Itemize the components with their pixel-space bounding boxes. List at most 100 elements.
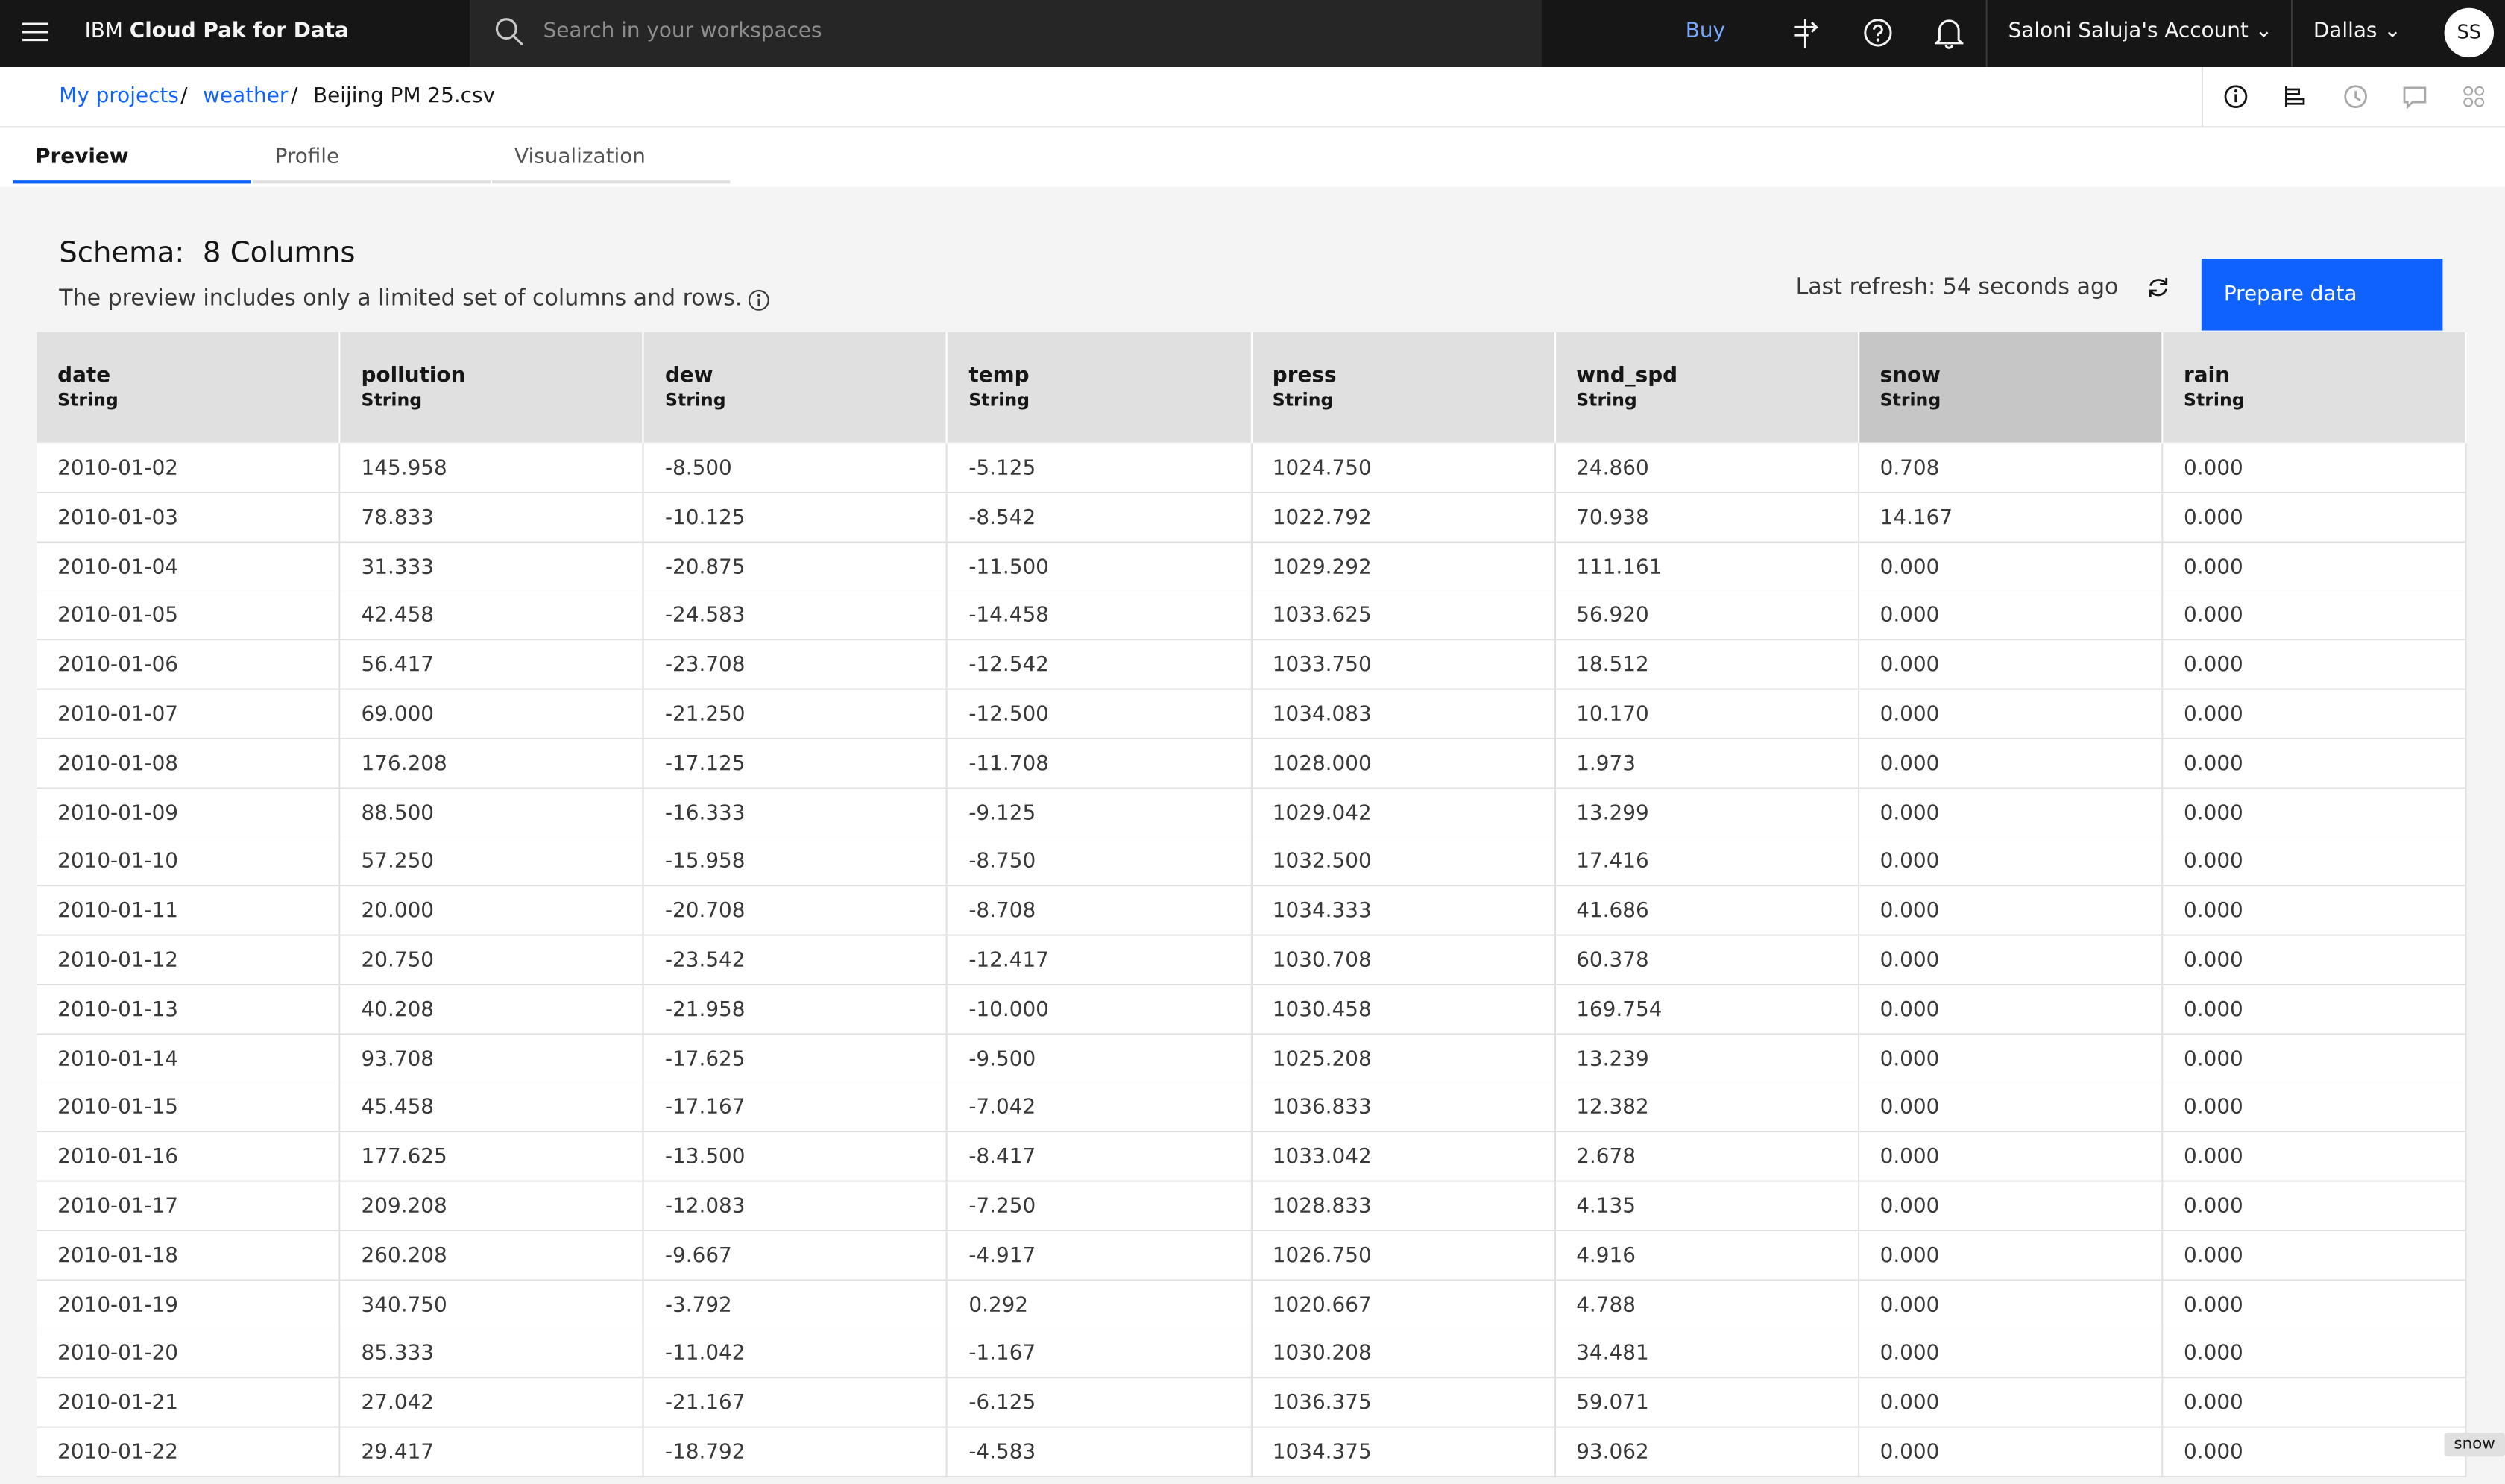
help-icon[interactable] bbox=[1863, 18, 1894, 48]
table-cell: 145.958 bbox=[340, 443, 645, 494]
table-cell: 2.678 bbox=[1555, 1132, 1859, 1183]
table-cell: 59.071 bbox=[1555, 1378, 1859, 1429]
table-cell: -6.125 bbox=[948, 1378, 1252, 1429]
table-cell: 1030.208 bbox=[1251, 1329, 1556, 1380]
column-header[interactable]: dew String bbox=[644, 332, 948, 443]
table-cell: -23.542 bbox=[644, 935, 948, 986]
table-cell: 0.000 bbox=[1859, 837, 2164, 888]
column-header[interactable]: pollution String bbox=[340, 332, 645, 443]
table-cell: 0.000 bbox=[2163, 640, 2467, 691]
table-cell: 1029.042 bbox=[1251, 788, 1556, 839]
column-name: snow bbox=[1879, 364, 1941, 388]
table-cell: -4.917 bbox=[948, 1231, 1252, 1281]
table-cell: -16.333 bbox=[644, 788, 948, 839]
tab[interactable]: Profile bbox=[252, 127, 491, 184]
history-icon[interactable] bbox=[2344, 85, 2368, 109]
table-cell: 177.625 bbox=[340, 1132, 645, 1183]
schema-note: The preview includes only a limited set … bbox=[59, 285, 743, 312]
table-cell: 29.417 bbox=[340, 1427, 645, 1478]
table-cell: 1.973 bbox=[1555, 739, 1859, 789]
column-name: rain bbox=[2184, 364, 2230, 388]
column-header[interactable]: press String bbox=[1251, 332, 1556, 443]
table-cell: -12.542 bbox=[948, 640, 1252, 691]
table-cell: -17.167 bbox=[644, 1083, 948, 1134]
table-cell: 0.000 bbox=[2163, 1378, 2467, 1429]
divider bbox=[2201, 67, 2203, 127]
notification-icon[interactable] bbox=[1935, 18, 1964, 50]
table-cell: 0.000 bbox=[1859, 591, 2164, 642]
table-cell: 2010-01-16 bbox=[37, 1132, 341, 1183]
refresh-icon[interactable] bbox=[2146, 275, 2171, 300]
schema-label: Schema: bbox=[59, 236, 185, 271]
table-cell: 0.000 bbox=[2163, 1083, 2467, 1134]
table-cell: 2010-01-18 bbox=[37, 1231, 341, 1281]
prepare-data-button[interactable]: Prepare data bbox=[2201, 259, 2443, 331]
table-cell: 0.000 bbox=[1859, 1181, 2164, 1232]
schema-title: Schema: 8 Columns bbox=[59, 236, 355, 270]
table-cell: 0.000 bbox=[2163, 837, 2467, 888]
note-info-icon[interactable] bbox=[748, 289, 770, 312]
breadcrumb-link[interactable]: My projects bbox=[59, 84, 179, 109]
search-placeholder: Search in your workspaces bbox=[543, 19, 822, 43]
table-cell: 2010-01-05 bbox=[37, 591, 341, 642]
table-cell: 70.938 bbox=[1555, 493, 1859, 543]
comment-icon[interactable] bbox=[2403, 85, 2427, 109]
tab[interactable]: Visualization bbox=[492, 127, 731, 184]
table-cell: 1029.292 bbox=[1251, 542, 1556, 593]
table-cell: -12.417 bbox=[948, 935, 1252, 986]
table-cell: 169.754 bbox=[1555, 985, 1859, 1035]
table-cell: 31.333 bbox=[340, 542, 645, 593]
breadcrumb-link[interactable]: weather bbox=[203, 84, 289, 109]
table-cell: 93.708 bbox=[340, 1034, 645, 1084]
table-cell: -8.542 bbox=[948, 493, 1252, 543]
column-name: wnd_spd bbox=[1576, 364, 1678, 388]
table-cell: 34.481 bbox=[1555, 1329, 1859, 1380]
related-icon[interactable] bbox=[2462, 85, 2486, 109]
table-cell: 1033.625 bbox=[1251, 591, 1556, 642]
table-cell: 1034.375 bbox=[1251, 1427, 1556, 1478]
table-cell: 0.000 bbox=[1859, 1231, 2164, 1281]
brand[interactable]: IBM Cloud Pak for Data bbox=[85, 19, 349, 43]
column-header[interactable]: wnd_spd String bbox=[1555, 332, 1859, 443]
column-header[interactable]: snow String bbox=[1859, 332, 2164, 443]
table-cell: -21.958 bbox=[644, 985, 948, 1035]
table-cell: 0.000 bbox=[1859, 886, 2164, 937]
table-cell: 4.916 bbox=[1555, 1231, 1859, 1281]
divider bbox=[2290, 0, 2293, 67]
table-cell: -21.250 bbox=[644, 689, 948, 740]
table-cell: 0.000 bbox=[1859, 640, 2164, 691]
buy-link[interactable]: Buy bbox=[1685, 19, 1725, 43]
avatar[interactable]: SS bbox=[2444, 7, 2494, 58]
column-header[interactable]: temp String bbox=[948, 332, 1252, 443]
table-cell: -8.708 bbox=[948, 886, 1252, 937]
table-cell: 0.000 bbox=[2163, 886, 2467, 937]
table-cell: 56.920 bbox=[1555, 591, 1859, 642]
table-cell: 20.750 bbox=[340, 935, 645, 986]
table-cell: 0.000 bbox=[2163, 1132, 2467, 1183]
table-cell: 60.378 bbox=[1555, 935, 1859, 986]
table-cell: 1022.792 bbox=[1251, 493, 1556, 543]
table-cell: -20.875 bbox=[644, 542, 948, 593]
search[interactable]: Search in your workspaces bbox=[470, 0, 1542, 67]
info-icon[interactable] bbox=[2224, 85, 2248, 109]
lineage-icon[interactable] bbox=[2283, 85, 2307, 109]
table-cell: 1034.083 bbox=[1251, 689, 1556, 740]
table-cell: 18.512 bbox=[1555, 640, 1859, 691]
table-cell: -7.250 bbox=[948, 1181, 1252, 1232]
account-switcher[interactable]: Saloni Saluja's Account ⌄ bbox=[2008, 19, 2273, 43]
column-header[interactable]: rain String bbox=[2163, 332, 2467, 443]
table-cell: 0.000 bbox=[1859, 788, 2164, 839]
region-switcher[interactable]: Dallas ⌄ bbox=[2313, 19, 2401, 43]
table-cell: 4.788 bbox=[1555, 1280, 1859, 1330]
table-cell: 1036.375 bbox=[1251, 1378, 1556, 1429]
tab[interactable]: Preview bbox=[13, 127, 251, 184]
whats-new-icon[interactable] bbox=[1791, 18, 1820, 50]
table-cell: -8.417 bbox=[948, 1132, 1252, 1183]
account-name: Saloni Saluja's Account bbox=[2008, 19, 2249, 43]
column-header[interactable]: date String bbox=[37, 332, 341, 443]
schema-count: 8 Columns bbox=[202, 236, 356, 271]
menu-icon[interactable] bbox=[22, 21, 48, 43]
table-cell: 0.000 bbox=[2163, 1280, 2467, 1330]
column-type: String bbox=[1879, 389, 1941, 411]
table-cell: 0.000 bbox=[1859, 1132, 2164, 1183]
